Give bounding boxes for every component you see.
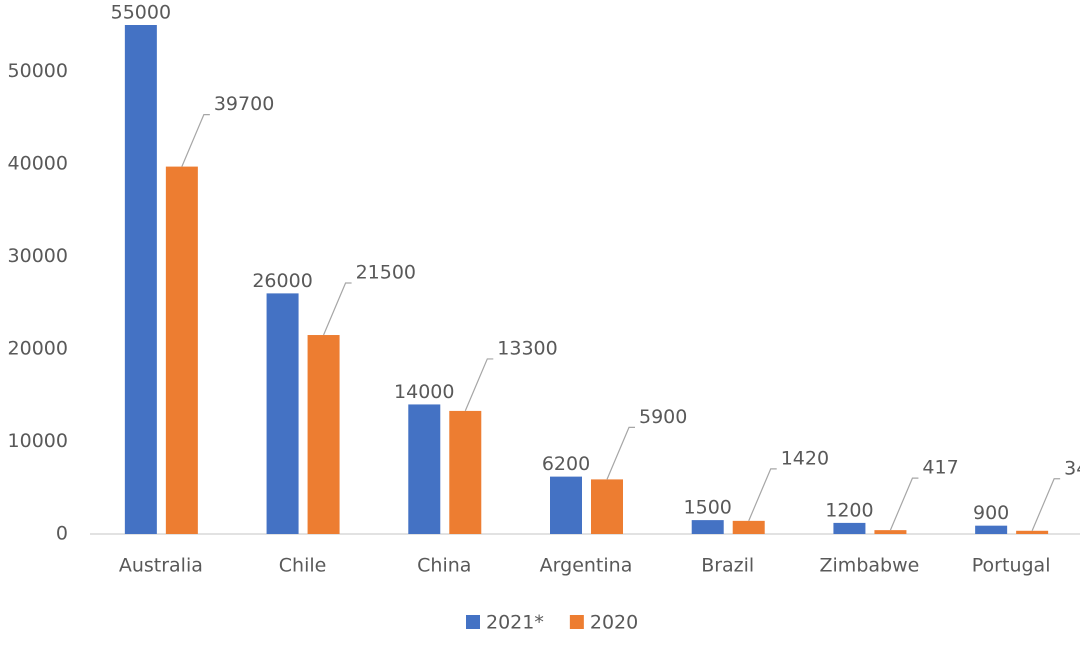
leader-line bbox=[889, 477, 919, 531]
legend-label: 2021* bbox=[486, 612, 544, 634]
x-tick-label: Argentina bbox=[540, 555, 633, 577]
bar bbox=[691, 520, 724, 534]
x-tick-label: Australia bbox=[119, 555, 203, 577]
x-tick-label: China bbox=[417, 555, 471, 577]
data-label: 55000 bbox=[111, 2, 171, 24]
data-label: 5900 bbox=[639, 406, 687, 428]
leader-line bbox=[748, 468, 777, 522]
leader-line bbox=[606, 426, 635, 480]
leader-line bbox=[464, 358, 494, 412]
bar bbox=[833, 522, 866, 534]
y-tick-label: 0 bbox=[56, 523, 68, 545]
bar bbox=[591, 479, 623, 534]
data-label: 21500 bbox=[356, 262, 416, 284]
leader-line bbox=[181, 113, 210, 167]
x-tick-label: Brazil bbox=[701, 555, 754, 577]
data-label: 39700 bbox=[214, 93, 274, 115]
data-label: 348 bbox=[1064, 457, 1080, 479]
bar bbox=[165, 166, 198, 534]
leader-line bbox=[323, 282, 352, 336]
bar bbox=[975, 525, 1008, 534]
x-tick-label: Portugal bbox=[972, 555, 1051, 577]
x-tick-label: Zimbabwe bbox=[820, 555, 920, 577]
bar bbox=[124, 25, 157, 534]
data-label: 1200 bbox=[825, 499, 873, 521]
data-label: 13300 bbox=[497, 337, 557, 359]
data-label: 1420 bbox=[781, 447, 829, 469]
y-tick-label: 30000 bbox=[8, 245, 68, 267]
data-label: 6200 bbox=[542, 453, 590, 475]
bar bbox=[449, 410, 482, 534]
y-tick-label: 50000 bbox=[8, 60, 68, 82]
bar bbox=[550, 476, 582, 534]
leader-line bbox=[1031, 478, 1061, 532]
y-tick-label: 40000 bbox=[8, 152, 68, 174]
y-tick-label: 10000 bbox=[8, 430, 68, 452]
bar bbox=[1016, 530, 1049, 534]
data-label: 900 bbox=[973, 502, 1009, 524]
data-label: 14000 bbox=[394, 381, 454, 403]
bar bbox=[266, 293, 299, 534]
data-label: 26000 bbox=[252, 270, 312, 292]
legend-label: 2020 bbox=[590, 612, 638, 634]
bar bbox=[732, 520, 765, 534]
x-tick-label: Chile bbox=[279, 555, 327, 577]
y-tick-label: 20000 bbox=[8, 337, 68, 359]
legend-swatch bbox=[569, 615, 584, 629]
bar bbox=[408, 404, 441, 534]
data-label: 417 bbox=[922, 457, 958, 479]
bar bbox=[874, 530, 907, 534]
data-label: 1500 bbox=[684, 497, 732, 519]
legend-swatch bbox=[466, 615, 480, 629]
bar bbox=[307, 335, 340, 534]
